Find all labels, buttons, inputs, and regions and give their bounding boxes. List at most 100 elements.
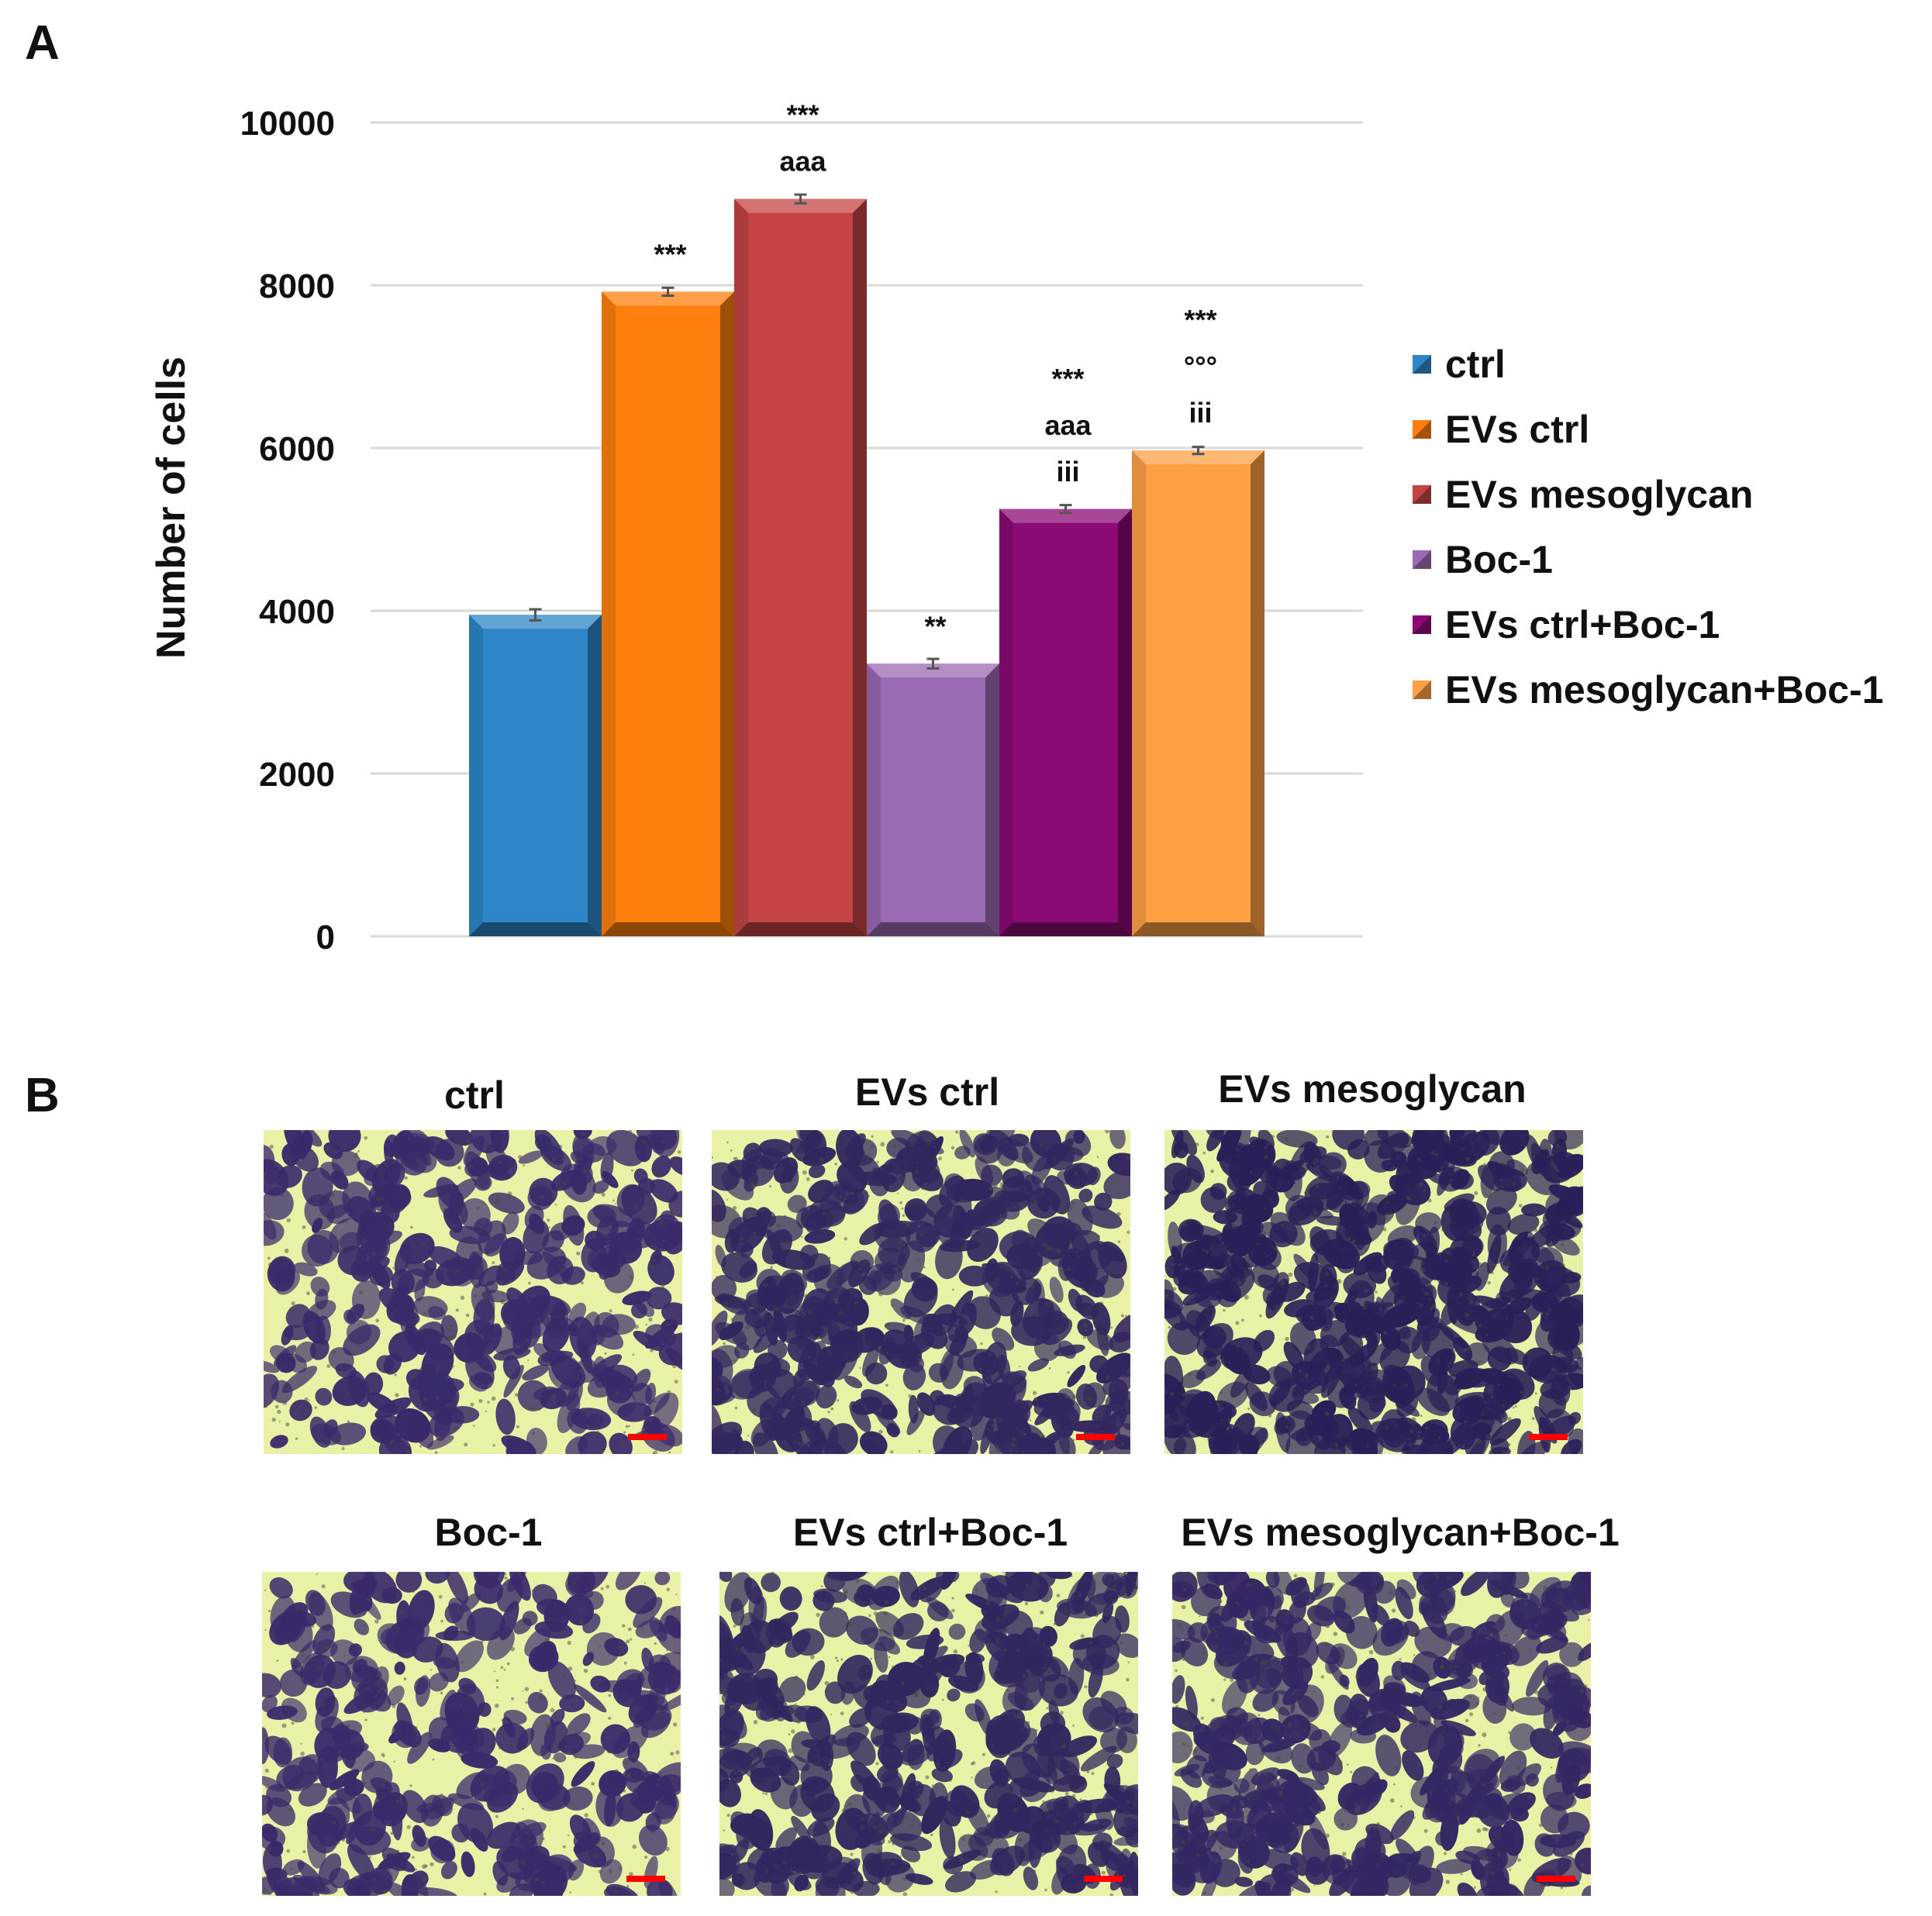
scale-bar	[1537, 1876, 1575, 1882]
significance-label: ***	[1184, 304, 1216, 336]
significance-label: ***	[786, 99, 819, 131]
legend-swatch-shade	[1413, 355, 1431, 374]
legend-label: EVs mesoglycan	[1445, 473, 1753, 516]
bars	[469, 193, 1264, 936]
y-tick-label: 10000	[240, 105, 335, 143]
bar-bevel-right	[1118, 508, 1132, 936]
bar-bevel-left	[867, 663, 881, 936]
bar-face	[1132, 450, 1264, 936]
legend-item: EVs mesoglycan+Boc-1	[1413, 668, 1884, 712]
panel-b-label: B	[25, 1069, 60, 1122]
bar	[999, 504, 1132, 936]
legend-item: EVs mesoglycan	[1413, 473, 1753, 516]
legend-label: EVs ctrl	[1445, 408, 1589, 451]
significance-label: aaa	[1044, 409, 1092, 441]
bar-bevel-right	[853, 198, 867, 936]
y-tick-label: 8000	[259, 267, 335, 305]
scale-bar	[626, 1876, 665, 1882]
bar-bevel-top	[867, 663, 999, 678]
significance-label: ***	[1051, 363, 1084, 395]
bar-bevel-right	[720, 291, 734, 936]
scale-bar	[1076, 1434, 1115, 1440]
bar-bevel-right	[588, 615, 602, 936]
bar-face	[734, 198, 867, 936]
bar-bevel-left	[734, 198, 748, 936]
bar-face	[602, 291, 734, 936]
legend-swatch-shade	[1413, 615, 1431, 634]
bar-bevel-top	[469, 615, 602, 629]
y-axis-label: Number of cells	[149, 357, 194, 659]
legend: ctrl EVs ctrl EVs mesoglycan Boc-1 EVs ctrl+…	[1413, 343, 1884, 712]
legend-swatch-shade	[1413, 485, 1431, 504]
scale-bar	[628, 1434, 667, 1440]
micrograph-image	[1164, 1130, 1583, 1454]
bar	[602, 286, 734, 936]
bar-bevel-left	[1132, 450, 1146, 936]
bar-bevel-top	[1132, 450, 1264, 465]
legend-swatch-shade	[1413, 550, 1431, 569]
stained-cells	[719, 1572, 1138, 1896]
legend-label: EVs mesoglycan+Boc-1	[1445, 668, 1884, 712]
y-tick-label: 0	[316, 918, 335, 956]
bar-face	[867, 663, 999, 936]
bar-bevel-bottom	[602, 922, 734, 936]
legend-item: EVs ctrl	[1413, 408, 1589, 451]
bar-face	[469, 615, 602, 936]
bar-bevel-left	[602, 291, 616, 936]
stained-cells	[1172, 1572, 1591, 1896]
legend-label: Boc-1	[1445, 538, 1553, 581]
bar-bevel-top	[734, 198, 867, 213]
micrograph-title: ctrl	[444, 1073, 505, 1117]
micrograph-title: EVs mesoglycan	[1218, 1067, 1527, 1111]
significance-label: aaa	[779, 146, 826, 177]
bar-bevel-left	[999, 508, 1013, 936]
legend-item: EVs ctrl+Boc-1	[1413, 603, 1720, 646]
stained-cells	[262, 1572, 681, 1896]
bar-bevel-right	[1251, 450, 1264, 936]
micrograph-image	[264, 1130, 682, 1454]
significance-label: iii	[1056, 456, 1079, 488]
bar-bevel-left	[469, 615, 483, 936]
legend-label: ctrl	[1445, 343, 1506, 386]
micrograph-title: EVs ctrl+Boc-1	[792, 1511, 1068, 1554]
bar	[867, 657, 999, 936]
bar	[734, 193, 867, 936]
stained-cells	[264, 1130, 682, 1454]
bar-bevel-bottom	[867, 922, 999, 936]
bar-bevel-right	[985, 663, 999, 936]
bar-chart: 0 2000 4000 6000 8000 10000 Number of cells *…	[149, 99, 1884, 956]
bar	[469, 608, 602, 936]
micrograph-image	[262, 1572, 681, 1896]
legend-swatch-shade	[1413, 681, 1431, 699]
stained-cells	[712, 1130, 1130, 1454]
micrograph-image	[719, 1572, 1138, 1896]
bar-bevel-bottom	[999, 922, 1132, 936]
micrograph-title: EVs ctrl	[854, 1070, 1000, 1114]
significance-label: **	[924, 610, 946, 642]
micrograph-title: EVs mesoglycan+Boc-1	[1181, 1511, 1620, 1554]
y-axis-ticks: 0 2000 4000 6000 8000 10000	[240, 105, 335, 956]
legend-item: ctrl	[1413, 343, 1506, 386]
micrograph-title: Boc-1	[434, 1511, 543, 1554]
panel-a-label: A	[25, 16, 60, 70]
legend-swatch-shade	[1413, 420, 1431, 439]
y-tick-label: 2000	[259, 756, 335, 794]
y-tick-label: 4000	[259, 593, 335, 631]
bar-bevel-bottom	[469, 922, 602, 936]
stained-cells	[1164, 1130, 1583, 1454]
bar	[1132, 446, 1264, 936]
bar-bevel-top	[602, 291, 734, 306]
scale-bar	[1084, 1876, 1123, 1882]
significance-label: °°°	[1184, 350, 1217, 382]
significance-label: iii	[1189, 397, 1212, 429]
significance-label: ***	[654, 238, 686, 270]
bar-face	[999, 508, 1132, 936]
scale-bar	[1529, 1434, 1568, 1440]
legend-item: Boc-1	[1413, 538, 1553, 581]
bar-bevel-bottom	[734, 922, 867, 936]
bar-bevel-top	[999, 508, 1132, 523]
bar-bevel-bottom	[1132, 922, 1264, 936]
y-tick-label: 6000	[259, 430, 335, 468]
micrograph-image	[1172, 1572, 1591, 1896]
